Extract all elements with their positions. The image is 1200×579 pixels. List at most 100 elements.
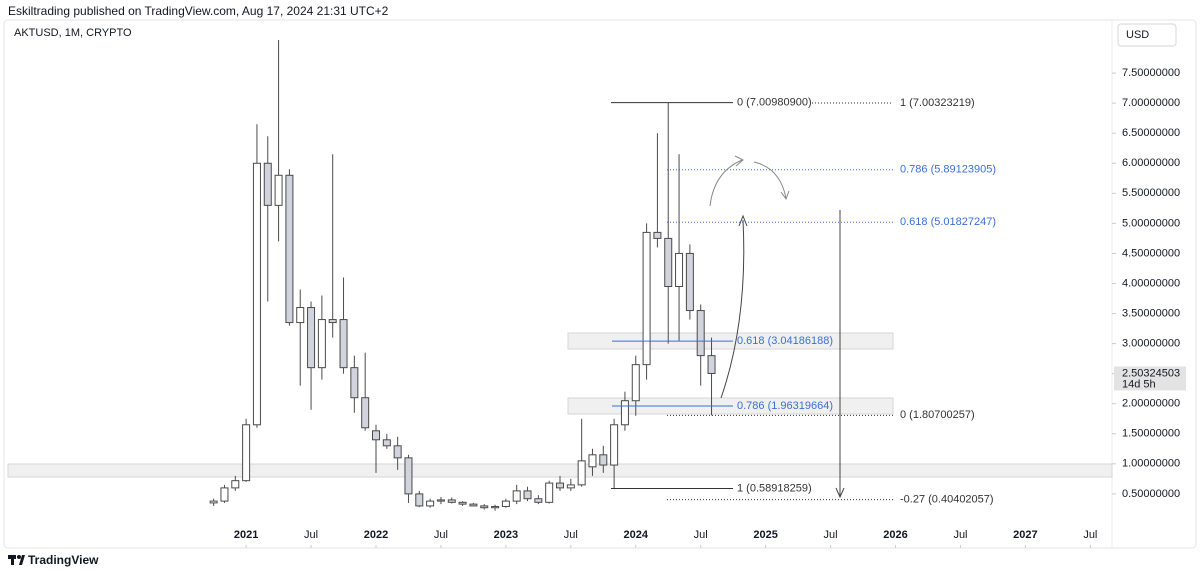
y-tick-label: 5.50000000 [1122, 187, 1180, 199]
support-zone [7, 463, 1113, 478]
candle-body [577, 460, 586, 486]
candle-body [393, 445, 402, 459]
fib-label: 0.618 (5.01827247) [900, 216, 996, 228]
fib-label: 0.786 (5.89123905) [900, 164, 996, 176]
candle-body [231, 480, 240, 489]
last-price: 2.50324503 [1122, 367, 1180, 379]
last-price-box [1114, 366, 1186, 391]
y-tick-label: 3.00000000 [1122, 338, 1180, 350]
candle-body [285, 174, 294, 324]
candle-body [620, 400, 629, 426]
arrow-head [780, 190, 790, 201]
candle-body [274, 174, 283, 206]
brand: TradingView [28, 553, 99, 567]
y-tick-label: 0.50000000 [1122, 488, 1180, 500]
candle-body [556, 482, 564, 489]
candle-body [339, 319, 348, 369]
y-tick-label: 1.50000000 [1122, 428, 1180, 440]
x-tick-label: 2027 [1013, 529, 1037, 541]
fib-label: 0 (1.80700257) [900, 409, 975, 421]
candle-body [242, 424, 251, 482]
fib-label: 0 (7.00980900) [737, 96, 812, 108]
candle-body [675, 252, 684, 288]
arrows [709, 155, 845, 499]
candle-body [317, 319, 326, 369]
x-tick-label: 2025 [753, 529, 777, 541]
arrow [709, 159, 743, 207]
x-tick-label: Jul [824, 529, 838, 541]
x-tick-label: Jul [694, 529, 708, 541]
x-tick-label: 2024 [624, 529, 649, 541]
candle-body [372, 430, 380, 441]
candle-body [512, 490, 521, 502]
y-tick-label: 7.50000000 [1122, 67, 1180, 79]
fib-label: 0.618 (3.04186188) [737, 335, 833, 347]
candle-body [263, 162, 272, 206]
currency-button[interactable] [1117, 23, 1177, 47]
countdown: 14d 5h [1122, 378, 1156, 390]
candle-body [588, 454, 597, 468]
plot-area: 0 (7.00980900) 1 (7.00323219) 0.786 (5.891… [209, 40, 996, 511]
logo-part [11, 555, 14, 565]
arrow-head [835, 487, 845, 499]
currency[interactable]: USD [1126, 29, 1149, 41]
y-tick-label: 1.00000000 [1122, 458, 1180, 470]
candle-body [696, 310, 705, 357]
fib-label: 1 (7.00323219) [900, 97, 975, 109]
x-tick-label: Jul [304, 529, 318, 541]
candle-body [599, 454, 608, 466]
arrow-head [734, 155, 744, 167]
x-tick-label: Jul [434, 529, 448, 541]
candle-body [566, 484, 575, 489]
candle-body [653, 231, 662, 239]
fib-label: 0.786 (1.96319664) [737, 400, 833, 412]
candle-body [480, 505, 489, 509]
fib-label: 1 (0.58918259) [737, 482, 812, 494]
x-tick-label: Jul [1083, 529, 1097, 541]
candle-body [404, 457, 413, 495]
logo-part [17, 555, 21, 559]
arrow [753, 161, 787, 199]
candle-body [610, 424, 619, 466]
candle-body [426, 500, 435, 507]
brand-logo [8, 555, 25, 565]
x-tick-label: Jul [953, 529, 967, 541]
y-tick-label: 6.50000000 [1122, 127, 1180, 139]
candle-body [252, 162, 261, 426]
candle-body [307, 307, 316, 369]
candle-body [296, 307, 305, 324]
y-tick-label: 4.50000000 [1122, 247, 1180, 259]
y-tick-label: 6.00000000 [1122, 157, 1180, 169]
candle-body [220, 487, 229, 502]
x-tick-label: Jul [564, 529, 578, 541]
candle-body [642, 231, 651, 366]
y-tick-label: 3.50000000 [1122, 307, 1180, 319]
candle-body [458, 501, 467, 505]
arrow [720, 219, 745, 399]
candle-body [545, 482, 554, 503]
candle-body [501, 500, 510, 508]
candle-body [350, 367, 359, 399]
x-tick-label: 2023 [494, 529, 518, 541]
candle-body [523, 490, 532, 500]
y-tick-label: 5.00000000 [1122, 217, 1180, 229]
fib-label: -0.27 (0.40402057) [900, 494, 994, 506]
x-tick-label: 2022 [364, 529, 388, 541]
x-tick-label: 2026 [883, 529, 907, 541]
candle-body [491, 506, 500, 509]
candle-body [415, 493, 424, 507]
candle-body [328, 319, 337, 324]
y-tick-label: 2.00000000 [1122, 398, 1180, 410]
candle-body [685, 252, 694, 312]
chart-frame [3, 19, 1197, 549]
y-tick-label: 4.00000000 [1122, 277, 1180, 289]
candle-body [534, 498, 543, 503]
candle-body [447, 499, 456, 503]
candle-body [469, 503, 478, 507]
candle-body [436, 499, 445, 502]
publisher-note: Eskiltrading published on TradingView.co… [8, 4, 389, 18]
logo-part [19, 555, 25, 565]
candle-body [209, 500, 218, 504]
candle-body [707, 355, 716, 374]
candle-body [664, 237, 673, 288]
